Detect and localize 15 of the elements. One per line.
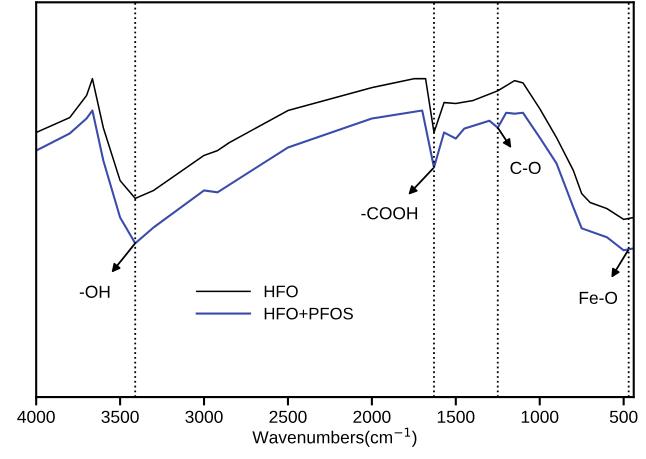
legend-label: HFO+PFOS xyxy=(264,308,353,320)
x-tick-label: 1500 xyxy=(438,410,474,423)
x-tick-label: 500 xyxy=(610,410,638,423)
x-axis-title: Wavenumbers(cm$^{−1}$) xyxy=(252,428,416,447)
x-tick-label: 2500 xyxy=(270,410,307,423)
legend-label: HFO xyxy=(264,286,298,298)
annotation: C-O xyxy=(510,162,541,174)
x-tick-label: 3000 xyxy=(185,410,223,423)
annotation: -OH xyxy=(80,286,110,298)
x-tick-label: 1000 xyxy=(522,410,558,423)
x-tick-label: 4000 xyxy=(17,410,55,423)
x-tick-label: 3500 xyxy=(101,410,139,423)
annotation: Fe-O xyxy=(580,292,618,304)
x-tick-label: 2000 xyxy=(353,410,391,423)
annotation: -COOH xyxy=(361,207,418,220)
